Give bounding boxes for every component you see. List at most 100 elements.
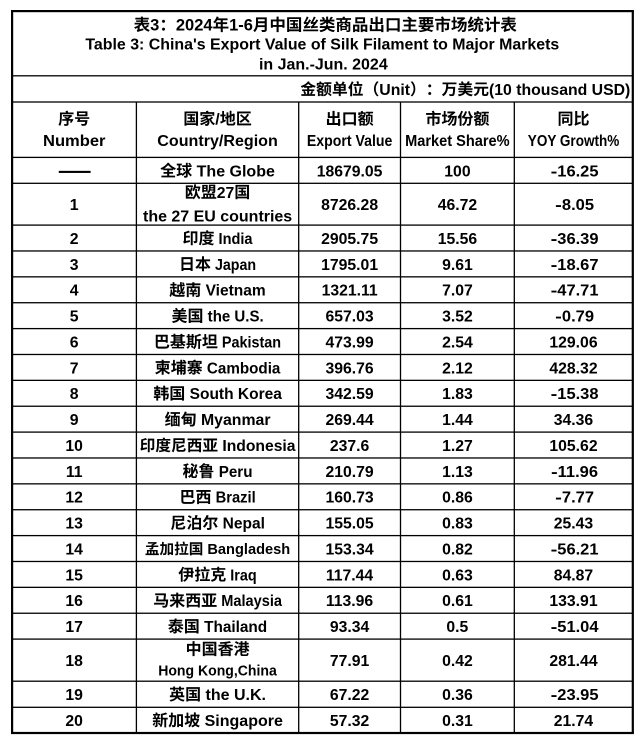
- svg-text:0.36: 0.36: [442, 687, 473, 704]
- svg-text:14: 14: [65, 541, 83, 558]
- svg-text:93.34: 93.34: [330, 619, 369, 636]
- svg-text:15.56: 15.56: [438, 231, 477, 248]
- svg-text:-: -: [551, 386, 558, 403]
- svg-text:Peru: Peru: [215, 464, 253, 481]
- svg-text:67.22: 67.22: [330, 687, 369, 704]
- svg-text:-: -: [551, 687, 558, 704]
- svg-text:0.42: 0.42: [442, 653, 473, 670]
- svg-text:23.95: 23.95: [557, 687, 598, 704]
- svg-text:-: -: [551, 283, 558, 300]
- svg-text:1795.01: 1795.01: [321, 257, 378, 274]
- svg-text:396.76: 396.76: [326, 360, 374, 377]
- svg-text:16.25: 16.25: [557, 163, 598, 180]
- svg-text:237.6: 237.6: [330, 438, 369, 455]
- svg-text:Unit: Unit: [379, 82, 410, 99]
- svg-text:0.79: 0.79: [562, 309, 594, 326]
- svg-text:210.79: 210.79: [326, 464, 374, 481]
- svg-text:129.06: 129.06: [549, 334, 597, 351]
- svg-text:10: 10: [65, 438, 83, 455]
- svg-text:117.44: 117.44: [326, 567, 373, 584]
- svg-text:100: 100: [444, 163, 470, 180]
- svg-text:-: -: [551, 541, 558, 558]
- svg-text:3.52: 3.52: [442, 309, 473, 326]
- svg-text:in Jan.-Jun. 2024: in Jan.-Jun. 2024: [259, 57, 388, 74]
- svg-text:1: 1: [70, 197, 79, 214]
- svg-text:51.04: 51.04: [557, 619, 598, 636]
- svg-text:36.39: 36.39: [557, 231, 598, 248]
- svg-text:16: 16: [65, 593, 83, 610]
- svg-text:15: 15: [65, 567, 83, 584]
- svg-text:8726.28: 8726.28: [321, 197, 378, 214]
- svg-text:77.91: 77.91: [330, 653, 369, 670]
- svg-text:9: 9: [70, 412, 79, 429]
- svg-text:3: 3: [70, 257, 79, 274]
- svg-text:657.03: 657.03: [326, 309, 374, 326]
- svg-text:6: 6: [70, 334, 79, 351]
- svg-text:the U.S.: the U.S.: [204, 309, 264, 326]
- svg-text:the U.K.: the U.K.: [201, 687, 266, 704]
- svg-text:Export Value: Export Value: [307, 133, 393, 150]
- svg-text:2.54: 2.54: [442, 334, 473, 351]
- svg-text:1321.11: 1321.11: [322, 283, 378, 300]
- svg-text:7: 7: [70, 360, 79, 377]
- svg-text:-: -: [551, 464, 558, 481]
- svg-text:-: -: [555, 309, 562, 326]
- svg-text:1-6: 1-6: [229, 17, 253, 35]
- svg-text:2024: 2024: [176, 17, 214, 35]
- svg-text:(10 thousand USD): (10 thousand USD): [489, 82, 630, 99]
- svg-text:56.21: 56.21: [557, 541, 598, 558]
- svg-text:Vietnam: Vietnam: [201, 283, 265, 300]
- svg-text:Myanmar: Myanmar: [197, 412, 271, 429]
- svg-text:12: 12: [65, 490, 83, 507]
- svg-text:3: 3: [150, 17, 159, 35]
- svg-text:8.05: 8.05: [562, 197, 594, 214]
- svg-text:Japan: Japan: [211, 257, 256, 274]
- svg-text:Bangladesh: Bangladesh: [203, 542, 290, 558]
- svg-text:Indonesia: Indonesia: [218, 438, 296, 455]
- svg-text:Singapore: Singapore: [200, 713, 283, 730]
- svg-text:428.32: 428.32: [549, 360, 597, 377]
- svg-text:-: -: [555, 490, 562, 507]
- svg-text:Table 3: China's Export Value: Table 3: China's Export Value of Silk Fi…: [85, 36, 559, 53]
- svg-text:YOY Growth%: YOY Growth%: [528, 133, 620, 150]
- svg-text:0.31: 0.31: [442, 713, 473, 730]
- svg-text:133.91: 133.91: [549, 593, 597, 610]
- svg-text:Number: Number: [43, 133, 106, 150]
- svg-text:The Globe: The Globe: [192, 163, 275, 180]
- svg-text:21.74: 21.74: [554, 713, 593, 730]
- svg-text:19: 19: [65, 687, 83, 704]
- svg-text:1.83: 1.83: [442, 386, 473, 403]
- svg-text:11.96: 11.96: [558, 464, 598, 481]
- svg-text:18: 18: [65, 653, 83, 670]
- svg-text:155.05: 155.05: [326, 516, 374, 533]
- svg-text:South Korea: South Korea: [185, 386, 282, 403]
- svg-text:0.86: 0.86: [442, 490, 473, 507]
- svg-text:160.73: 160.73: [326, 490, 374, 507]
- svg-text:2905.75: 2905.75: [321, 231, 378, 248]
- svg-text:281.44: 281.44: [549, 653, 597, 670]
- svg-text:7.77: 7.77: [562, 490, 594, 507]
- svg-text:0.82: 0.82: [442, 541, 473, 558]
- svg-text:Market Share%: Market Share%: [405, 133, 510, 150]
- svg-text:18.67: 18.67: [557, 257, 598, 274]
- svg-text:11: 11: [66, 464, 83, 481]
- svg-text:153.34: 153.34: [326, 541, 374, 558]
- svg-text:25.43: 25.43: [554, 516, 593, 533]
- svg-text:Hong Kong,China: Hong Kong,China: [158, 663, 278, 679]
- svg-text:-: -: [555, 197, 562, 214]
- svg-text:-: -: [551, 619, 558, 636]
- svg-text:473.99: 473.99: [326, 334, 374, 351]
- svg-text:27: 27: [217, 185, 235, 202]
- svg-text:0.83: 0.83: [442, 516, 473, 533]
- svg-text:Iraq: Iraq: [226, 567, 256, 584]
- svg-text:-: -: [551, 231, 558, 248]
- svg-text:20: 20: [65, 713, 83, 730]
- svg-text:47.71: 47.71: [557, 283, 598, 300]
- svg-text:0.63: 0.63: [442, 567, 473, 584]
- svg-text:13: 13: [65, 516, 83, 533]
- svg-text:0.61: 0.61: [442, 593, 473, 610]
- svg-text:Brazil: Brazil: [212, 490, 256, 507]
- svg-text:India: India: [215, 231, 253, 248]
- svg-text:Nepal: Nepal: [218, 516, 265, 533]
- svg-text:15.38: 15.38: [557, 386, 598, 403]
